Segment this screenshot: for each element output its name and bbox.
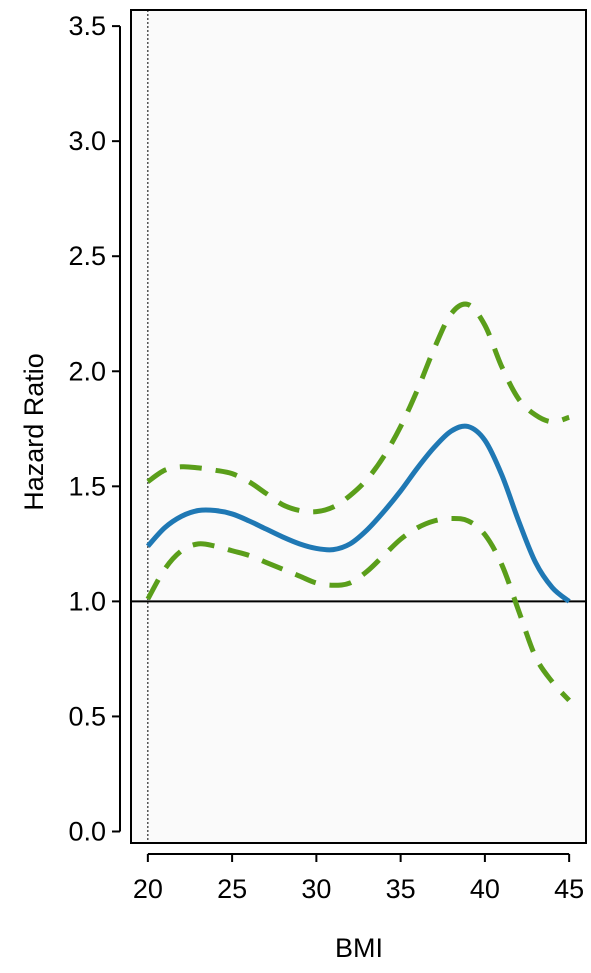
y-axis-title: Hazard Ratio — [19, 353, 49, 511]
y-tick-label: 0.0 — [68, 816, 106, 846]
x-tick-label: 25 — [217, 874, 247, 904]
y-axis: 0.0 0.5 1.0 1.5 2.0 2.5 3.0 3.5 — [68, 11, 121, 846]
series-line-estimate — [145, 423, 571, 604]
y-tick-label: 0.5 — [68, 701, 106, 731]
plot-background — [131, 10, 586, 843]
series-layer — [145, 301, 571, 703]
y-tick-label: 3.0 — [68, 126, 106, 156]
reference-lines — [131, 10, 586, 843]
x-tick-label: 30 — [301, 874, 331, 904]
y-tick-label: 2.5 — [68, 241, 106, 271]
x-tick-label: 20 — [133, 874, 163, 904]
y-tick-label: 1.0 — [68, 586, 106, 616]
y-tick-label: 2.0 — [68, 356, 106, 386]
x-tick-label: 45 — [554, 874, 584, 904]
x-tick-label: 35 — [386, 874, 416, 904]
series-line-upper-ci — [146, 301, 570, 515]
x-tick-label: 40 — [470, 874, 500, 904]
y-tick-label: 3.5 — [68, 11, 106, 41]
x-axis: 20 25 30 35 40 45 — [133, 853, 584, 904]
plot-frame — [130, 9, 587, 844]
y-tick-label: 1.5 — [68, 471, 106, 501]
x-axis-title: BMI — [335, 933, 383, 963]
